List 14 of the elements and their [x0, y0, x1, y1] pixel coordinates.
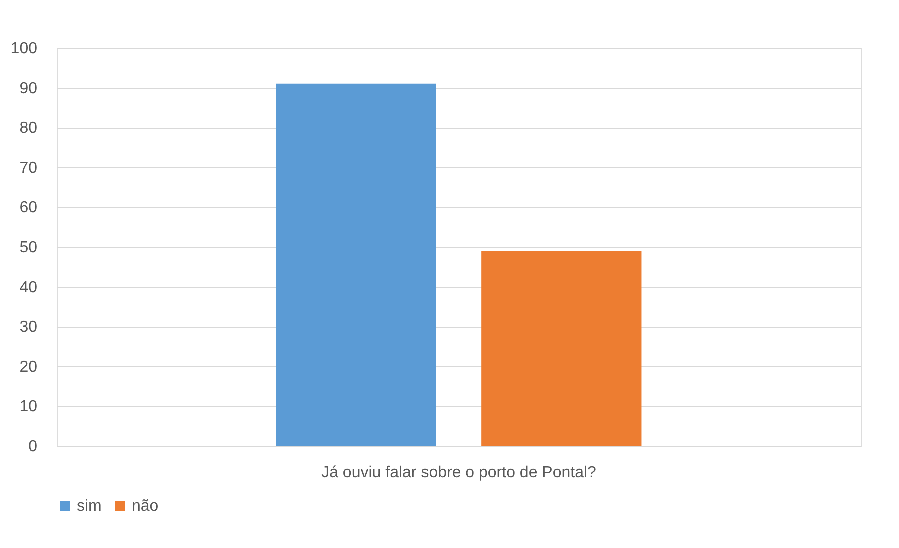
y-tick-label: 100	[10, 40, 38, 58]
y-tick-label: 80	[20, 120, 38, 138]
legend-label: sim	[77, 498, 102, 515]
y-tick-label: 30	[20, 319, 38, 336]
y-tick-label: 20	[20, 358, 38, 376]
legend-label: não	[132, 498, 159, 515]
y-tick-label: 10	[20, 398, 38, 416]
y-tick-label: 50	[20, 240, 38, 256]
y-tick-label: 40	[20, 279, 38, 296]
y-tick-label: 70	[20, 160, 38, 177]
x-tick-label: Já ouviu falar sobre o porto de Pontal?	[322, 464, 597, 482]
y-tick-label: 0	[28, 438, 38, 456]
y-tick-label: 60	[20, 200, 38, 217]
y-tick-label: 90	[20, 80, 38, 98]
